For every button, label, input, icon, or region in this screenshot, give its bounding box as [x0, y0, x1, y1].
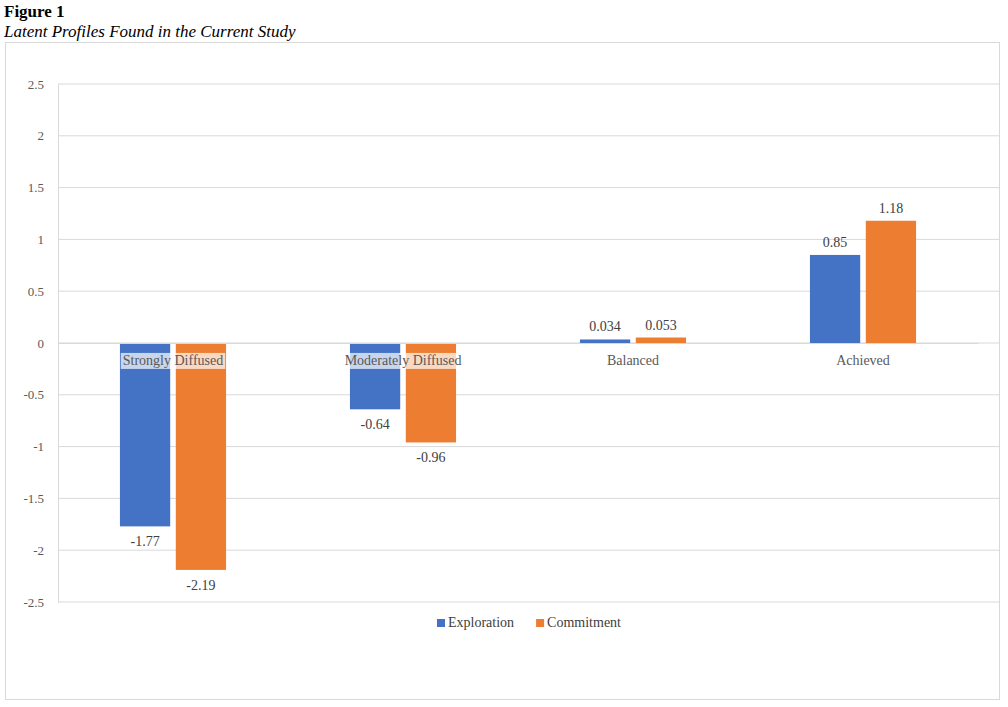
y-tick: 2.5: [28, 77, 58, 92]
data-label: 0.85: [823, 235, 848, 250]
y-tick: 2: [38, 128, 59, 143]
data-label: -0.96: [416, 450, 445, 465]
x-axis: Strongly Diffused Moderately Diffused Bala…: [59, 343, 979, 369]
y-tick-label: -1: [33, 439, 44, 454]
legend-item: Commitment: [536, 615, 621, 630]
data-label: 0.034: [589, 319, 621, 334]
y-tick: 1: [38, 232, 59, 247]
y-tick-label: -0.5: [23, 387, 44, 402]
data-label: 0.053: [645, 318, 677, 333]
x-tick: Balanced: [605, 343, 661, 369]
legend: Exploration Commitment: [437, 615, 621, 630]
legend-swatch: [536, 619, 544, 627]
grid-line: [58, 239, 1000, 240]
grid-line: [58, 602, 1000, 603]
x-tick-label: Moderately Diffused: [345, 353, 462, 368]
x-axis-line: [59, 343, 979, 344]
grid: [58, 84, 1000, 602]
legend-label: Commitment: [547, 615, 621, 630]
bars: [120, 221, 916, 570]
chart-frame: [6, 43, 1000, 700]
y-tick-label: 0: [38, 336, 45, 351]
x-tick-label-bg: [121, 353, 225, 369]
chart: Figure 1Latent Profiles Found in the Cur…: [0, 0, 1008, 707]
bar: [176, 343, 226, 570]
y-tick-label: -2: [33, 543, 44, 558]
bar: [120, 343, 170, 526]
x-tick-label: Achieved: [836, 353, 890, 368]
x-tick: Achieved: [834, 343, 892, 369]
data-labels: -1.77 -0.64 0.034 0.85 -2.19 -0.96 0.053 1.18: [130, 201, 903, 593]
bar: [810, 255, 860, 343]
y-tick: -0.5: [23, 387, 58, 402]
y-tick-label: -2.5: [23, 595, 44, 610]
grid-line: [58, 84, 1000, 85]
x-tick-label-bg: [834, 353, 892, 369]
data-label: -2.19: [186, 578, 215, 593]
y-tick: -2.5: [23, 595, 58, 610]
legend-item: Exploration: [437, 615, 514, 630]
y-tick: 0.5: [28, 284, 58, 299]
y-tick-label: 1.5: [28, 180, 44, 195]
x-tick: Moderately Diffused: [343, 343, 464, 369]
data-label: -1.77: [130, 534, 159, 549]
y-tick: -1.5: [23, 491, 58, 506]
x-tick-label-bg: [343, 353, 464, 369]
y-tick-label: 2: [38, 128, 45, 143]
grid-line: [58, 135, 1000, 136]
y-tick-label: -1.5: [23, 491, 44, 506]
y-axis: -2.5 -2 -1.5 -1 -0.5 0 0.5 1 1.5 2 2.5: [23, 77, 58, 610]
legend-swatch: [437, 619, 445, 627]
x-tick-label: Balanced: [607, 353, 659, 368]
x-tick-label-bg: [605, 353, 661, 369]
data-label: 1.18: [879, 201, 904, 216]
x-tick: Strongly Diffused: [121, 343, 225, 369]
title: Figure 1: [4, 2, 65, 21]
y-tick: -2: [33, 543, 58, 558]
x-tick-label: Strongly Diffused: [123, 353, 223, 368]
y-tick: 1.5: [28, 180, 58, 195]
data-label: -0.64: [360, 417, 389, 432]
y-tick: 0: [38, 336, 59, 351]
y-tick: -1: [33, 439, 58, 454]
bar: [866, 221, 916, 343]
bar: [636, 338, 686, 343]
y-tick-label: 1: [38, 232, 45, 247]
y-tick-label: 2.5: [28, 77, 44, 92]
y-tick-label: 0.5: [28, 284, 44, 299]
subtitle: Latent Profiles Found in the Current Stu…: [3, 22, 296, 41]
bar: [580, 339, 630, 343]
legend-label: Exploration: [448, 615, 514, 630]
grid-line: [58, 187, 1000, 188]
